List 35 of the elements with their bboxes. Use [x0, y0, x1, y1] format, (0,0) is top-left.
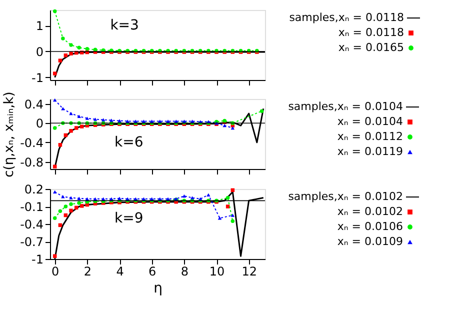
annotation: k=3	[110, 17, 139, 34]
legend-label: xₙ = 0.0104	[337, 115, 403, 128]
x-tick-label: 10	[209, 264, 225, 278]
y-tick-label: -0.8	[20, 155, 44, 170]
y-tick-label: -0.1	[20, 200, 44, 214]
y-tick-label: -0.4	[20, 218, 44, 232]
legend-label: xₙ = 0.0119	[337, 145, 403, 158]
legend-label: xₙ = 0.0109	[337, 235, 403, 248]
legend-label: xₙ = 0.0165	[338, 41, 404, 54]
x-tick-label: 0	[52, 264, 60, 278]
annotation: k=6	[114, 134, 144, 150]
y-tick-label: -0.7	[20, 235, 44, 249]
x-tick-label: 8	[180, 264, 188, 278]
annotation: k=9	[114, 210, 144, 226]
y-tick-label: -0.4	[20, 136, 44, 150]
x-tick-label: 12	[242, 264, 257, 278]
legend-label: samples,xₙ = 0.0102	[288, 190, 403, 203]
y-tick-label: 0	[36, 44, 44, 59]
x-axis-title: η	[154, 280, 162, 296]
legend-label: xₙ = 0.0112	[337, 130, 403, 143]
y-axis-title: c(η,xₙ, xₘᵢₙ,k)	[2, 92, 18, 178]
legend-label: xₙ = 0.0118	[338, 26, 404, 39]
y-tick-label: -1	[32, 70, 44, 85]
y-tick-label: 0.2	[24, 182, 44, 196]
x-tick-label: 4	[116, 264, 124, 278]
y-tick-label: 0	[36, 116, 44, 131]
x-tick-label: 6	[148, 264, 156, 278]
x-tick-label: 2	[84, 264, 92, 278]
y-tick-label: 0.4	[24, 97, 44, 112]
legend-label: samples,xₙ = 0.0118	[289, 11, 404, 24]
legend-label: samples,xₙ = 0.0104	[288, 100, 403, 113]
legend-label: xₙ = 0.0106	[337, 220, 403, 233]
y-tick-label: 1	[36, 19, 44, 34]
y-tick-label: -1	[32, 252, 44, 266]
legend-label: xₙ = 0.0102	[337, 205, 403, 218]
